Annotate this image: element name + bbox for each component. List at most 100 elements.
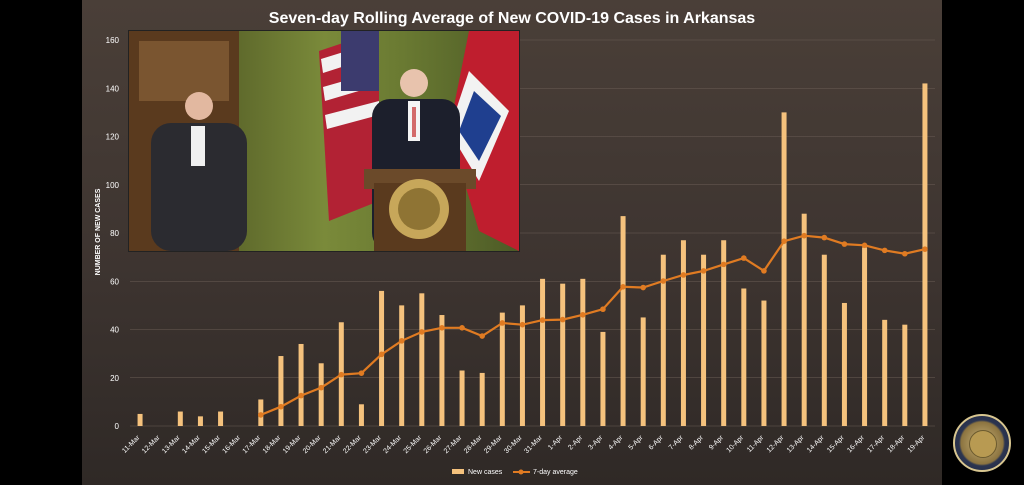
x-tick-label: 3-Apr — [587, 434, 605, 452]
average-point — [781, 238, 787, 245]
y-tick-labels: 0 20 40 60 80 100 120 140 160 — [106, 36, 120, 431]
average-point — [278, 403, 284, 410]
x-tick-label: 13-Mar — [161, 434, 182, 455]
y-tick-label: 60 — [110, 277, 119, 286]
bar-new-cases — [197, 416, 203, 426]
x-tick-label: 14-Apr — [806, 434, 826, 454]
average-point — [439, 325, 445, 331]
bar-new-cases — [318, 363, 324, 426]
average-point — [841, 241, 848, 247]
bar-new-cases — [841, 302, 847, 426]
x-tick-label: 2-Apr — [567, 434, 585, 452]
x-tick-label: 16-Apr — [846, 434, 866, 454]
average-point — [600, 306, 606, 313]
y-tick-label: 0 — [115, 422, 120, 431]
x-tick-label: 24-Mar — [382, 434, 403, 455]
x-tick-label: 20-Mar — [302, 434, 323, 455]
average-point — [419, 329, 425, 335]
bar-new-cases — [620, 216, 626, 426]
bar-new-cases — [459, 370, 465, 426]
x-tick-label: 11-Apr — [746, 434, 766, 454]
x-tick-label: 16-Mar — [221, 434, 242, 455]
legend-marker-7-day-average — [518, 469, 524, 475]
x-tick-label: 11-Mar — [121, 434, 142, 455]
legend-label-7-day-average: 7-day average — [533, 469, 578, 476]
x-tick-label: 4-Apr — [607, 434, 625, 452]
bar-new-cases — [379, 290, 385, 426]
average-point — [499, 320, 506, 326]
bar-new-cases — [540, 278, 546, 426]
bar-new-cases — [761, 300, 767, 426]
average-point — [539, 317, 546, 323]
video-frame — [129, 31, 519, 251]
bar-new-cases — [580, 278, 586, 426]
x-tick-label: 30-Mar — [503, 434, 524, 455]
average-point — [720, 261, 727, 268]
bar-new-cases — [781, 112, 787, 426]
average-point — [861, 242, 868, 249]
legend-swatch-new-cases — [452, 469, 464, 474]
line-7-day-average — [258, 232, 928, 418]
x-tick-label: 19-Apr — [907, 434, 927, 454]
bar-new-cases — [741, 288, 747, 426]
x-tick-label: 21-Mar — [322, 434, 343, 455]
x-tick-label: 5-Apr — [628, 434, 646, 452]
average-point — [459, 325, 465, 331]
bar-new-cases — [660, 254, 666, 426]
seal-center — [969, 430, 997, 458]
x-tick-label: 8-Apr — [688, 434, 706, 452]
legend: New cases 7-day average — [452, 469, 578, 476]
average-point — [338, 371, 345, 378]
bar-new-cases — [137, 413, 143, 426]
bar-new-cases — [358, 404, 364, 426]
x-tick-label: 7-Apr — [668, 434, 686, 452]
x-tick-label: 9-Apr — [708, 434, 726, 452]
bar-new-cases — [399, 305, 405, 426]
x-tick-label: 1-Apr — [547, 434, 565, 452]
average-point — [620, 283, 626, 290]
video-inset-press-conference — [128, 30, 520, 252]
average-point — [881, 247, 888, 254]
x-tick-label: 6-Apr — [648, 434, 666, 452]
us-flag — [319, 31, 379, 221]
bar-new-cases — [499, 312, 505, 426]
x-tick-label: 18-Mar — [262, 434, 283, 455]
average-point — [519, 321, 526, 328]
bar-new-cases — [801, 213, 807, 426]
average-point — [700, 268, 707, 274]
bar-new-cases — [298, 343, 304, 426]
average-point — [741, 255, 747, 261]
average-point — [378, 351, 385, 358]
y-axis-label: NUMBER OF NEW CASES — [95, 188, 102, 275]
bar-new-cases — [600, 331, 606, 426]
bar-new-cases — [640, 317, 646, 426]
podium — [364, 169, 476, 251]
average-point — [298, 392, 304, 399]
arkansas-flag — [449, 31, 519, 251]
x-tick-label: 15-Apr — [826, 434, 846, 454]
average-point — [398, 338, 405, 344]
bar-new-cases — [479, 372, 485, 426]
x-tick-label: 14-Mar — [181, 434, 202, 455]
bar-new-cases — [701, 254, 707, 426]
average-point — [801, 232, 807, 239]
bar-new-cases — [560, 283, 566, 426]
bar-new-cases — [721, 240, 727, 426]
x-tick-label: 13-Apr — [786, 434, 806, 454]
bar-new-cases — [821, 254, 827, 426]
wood-panel-detail — [139, 41, 229, 101]
average-point — [318, 384, 324, 391]
average-point — [761, 268, 767, 274]
x-tick-label: 26-Mar — [423, 434, 444, 455]
average-point — [559, 316, 566, 323]
bar-new-cases — [680, 240, 686, 426]
x-tick-label: 19-Mar — [282, 434, 303, 455]
x-tick-label: 22-Mar — [342, 434, 363, 455]
bar-new-cases — [419, 293, 425, 426]
x-tick-label: 23-Mar — [362, 434, 383, 455]
x-tick-label: 12-Apr — [766, 434, 786, 454]
average-point — [821, 234, 828, 241]
average-point — [902, 250, 908, 257]
bar-new-cases — [278, 356, 284, 426]
x-tick-label: 10-Apr — [725, 434, 745, 454]
